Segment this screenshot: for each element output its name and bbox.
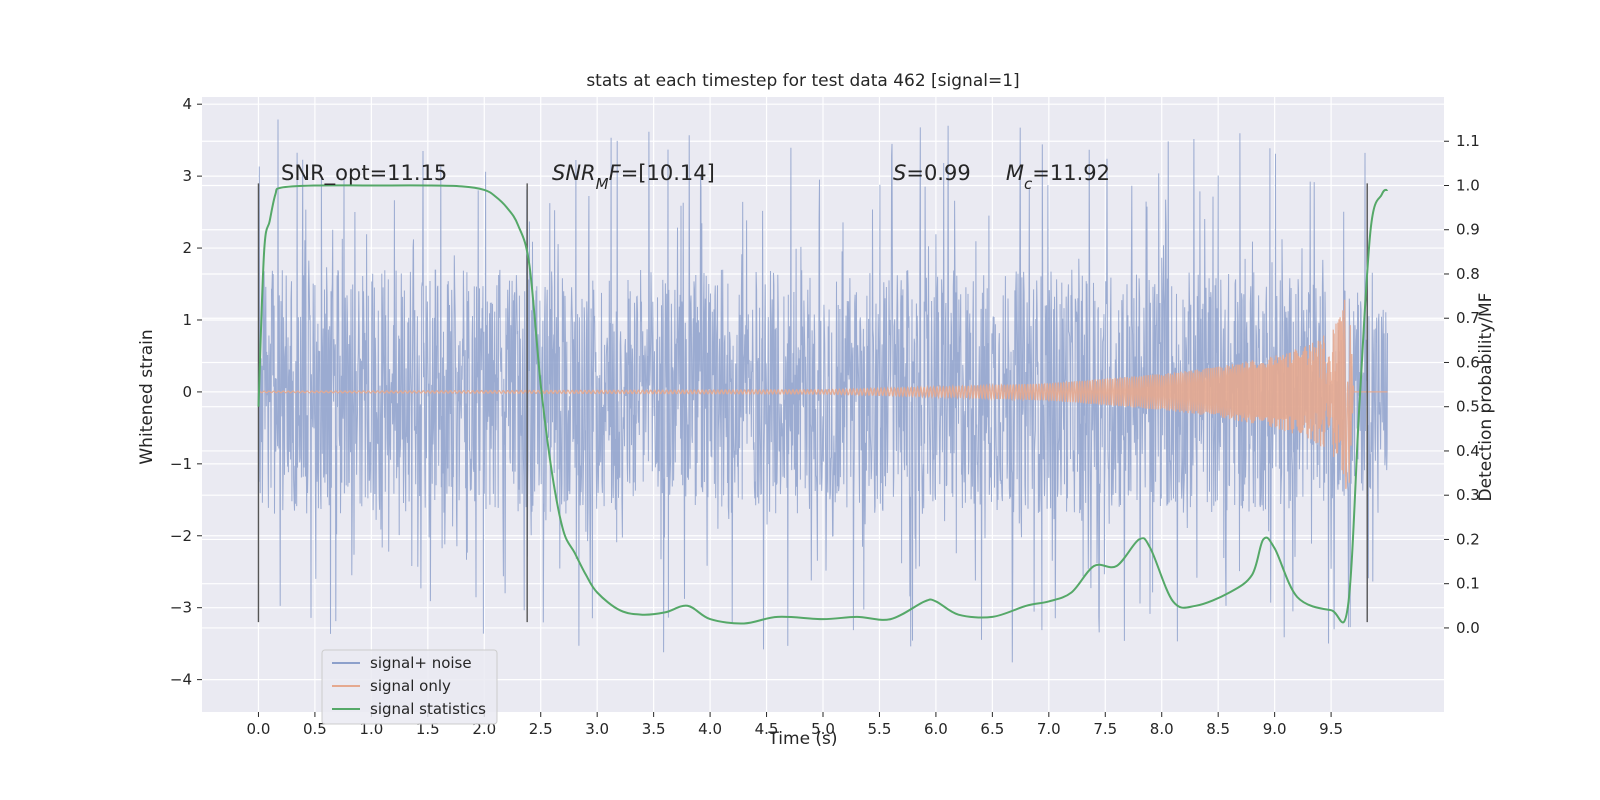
x-axis-ticks: 0.0 0.5 1.0 1.5 2.0 2.5 3.0 3.5 4.0 4.5 5.0 5.5 6.0 6… (247, 712, 1343, 738)
annotation-mc-value: Mc=11.92 (1006, 161, 1110, 193)
legend: signal+ noise signal only signal statist… (321, 649, 498, 725)
annotation-part: =[10.14] (621, 161, 715, 185)
legend-label-signal-plus-noise: signal+ noise (370, 654, 472, 672)
y-right-tick-label: 0.0 (1456, 619, 1480, 637)
y-left-tick-label: 2 (182, 239, 192, 257)
y-axis-left-ticks: 4 3 2 1 0 −1 −2 −3 −4 (170, 95, 202, 689)
annotation-part: M (1006, 161, 1024, 185)
annotation-part: c (1024, 175, 1033, 193)
y-left-tick-label: 1 (182, 311, 192, 329)
y-left-tick-label: 4 (182, 95, 192, 113)
y-axis-right-label: Detection probability/MF (1476, 293, 1496, 502)
chart-title: stats at each timestep for test data 462… (586, 71, 1019, 91)
annotation-part: SNR_opt=11.15 (281, 161, 447, 186)
y-right-tick-label: 0.8 (1456, 265, 1480, 283)
x-tick-label: 0.5 (303, 720, 327, 738)
y-right-tick-label: 1.1 (1456, 132, 1480, 150)
x-tick-label: 0.0 (247, 720, 271, 738)
legend-frame (321, 649, 498, 725)
y-right-tick-label: 1.0 (1456, 176, 1480, 194)
annotation-part: S (893, 161, 906, 185)
y-right-tick-label: 0.9 (1456, 221, 1480, 239)
x-tick-label: 2.5 (529, 720, 553, 738)
annotation-snr-opt: SNR_opt=11.15 (281, 161, 447, 186)
x-tick-label: 8.5 (1206, 720, 1230, 738)
y-left-tick-label: −3 (170, 599, 192, 617)
y-axis-right-ticks: 1.1 1.0 0.9 0.8 0.7 0.6 0.5 0.4 0.3 0.2 0.1 0.0 (1444, 132, 1480, 637)
x-tick-label: 4.0 (698, 720, 722, 738)
signal-only-line (258, 299, 1388, 490)
y-left-tick-label: −1 (170, 455, 192, 473)
y-left-tick-label: −2 (170, 527, 192, 545)
x-tick-label: 3.0 (585, 720, 609, 738)
series-signal-statistics (257, 184, 1389, 625)
annotations: SNR_opt=11.15 SNRMF=[10.14] S=0.99 Mc=11.92 (281, 161, 1110, 193)
series-signal-plus-noise (258, 119, 1388, 663)
x-tick-label: 7.5 (1093, 720, 1117, 738)
series-signal-only (258, 299, 1388, 490)
annotation-s-value: S=0.99 (893, 161, 971, 185)
y-left-tick-label: 0 (182, 383, 192, 401)
y-right-tick-label: 0.7 (1456, 309, 1480, 327)
annotation-part: F (609, 161, 622, 185)
legend-label-signal-only: signal only (370, 677, 451, 695)
y-axis-left-label: Whitened strain (137, 329, 157, 464)
y-right-tick-label: 0.5 (1456, 398, 1480, 416)
y-left-tick-label: 3 (182, 167, 192, 185)
y-left-tick-label: −4 (170, 671, 192, 689)
y-right-tick-label: 0.2 (1456, 530, 1480, 548)
x-tick-label: 6.0 (924, 720, 948, 738)
x-tick-label: 5.5 (868, 720, 892, 738)
annotation-part: M (596, 175, 609, 193)
signal-plus-noise-line (258, 119, 1388, 663)
x-tick-label: 5.0 (811, 720, 835, 738)
x-tick-label: 4.5 (755, 720, 779, 738)
x-tick-label: 3.5 (642, 720, 666, 738)
signal-statistics-line (257, 184, 1389, 625)
annotation-part: =11.92 (1032, 161, 1110, 185)
y-right-tick-label: 0.6 (1456, 353, 1480, 371)
annotation-part: =0.99 (906, 161, 970, 185)
x-tick-label: 7.0 (1037, 720, 1061, 738)
x-axis-label: Time (s) (767, 729, 837, 749)
x-tick-label: 8.0 (1150, 720, 1174, 738)
x-tick-label: 6.5 (980, 720, 1004, 738)
annotation-part: SNR (552, 161, 596, 185)
y-right-tick-label: 0.3 (1456, 486, 1480, 504)
y-right-tick-label: 0.4 (1456, 442, 1480, 460)
y-right-tick-label: 0.1 (1456, 575, 1480, 593)
x-tick-label: 9.5 (1319, 720, 1343, 738)
annotation-snr-mf: SNRMF=[10.14] (552, 161, 715, 193)
legend-label-signal-statistics: signal statistics (370, 700, 486, 718)
x-tick-label: 9.0 (1263, 720, 1287, 738)
